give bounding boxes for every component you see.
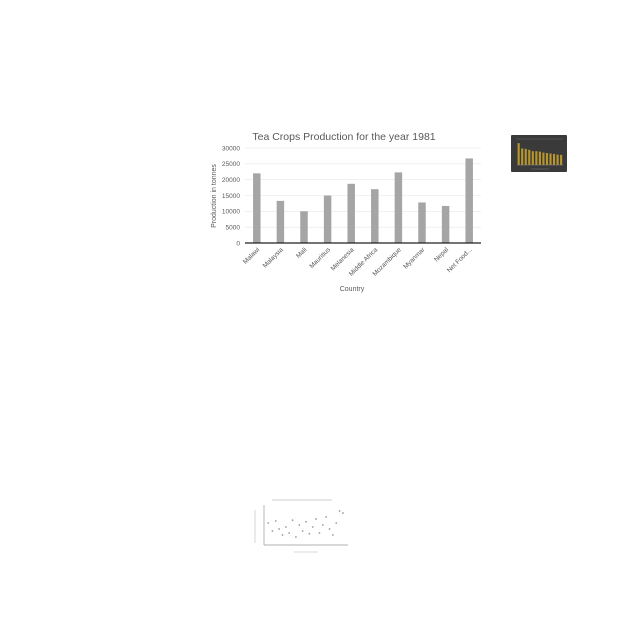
thumbnail-point (311, 526, 314, 528)
thumbnail-bar (538, 151, 541, 165)
thumbnail-bar (560, 154, 563, 165)
bar (276, 200, 285, 243)
thumbnail-bar (542, 152, 545, 165)
thumbnail-bar (528, 149, 531, 165)
y-axis-label: Production in tonnes (211, 164, 218, 228)
thumbnail-point (308, 532, 311, 535)
thumbnail-point (298, 524, 301, 526)
thumbnail-point (338, 510, 341, 512)
x-tick-label: Net Food... (446, 246, 474, 274)
x-tick-label: Myanmar (402, 246, 427, 271)
y-tick-label: 10000 (222, 209, 240, 216)
x-tick-label: Malaysia (262, 246, 285, 269)
thumbnail-point (267, 522, 270, 524)
thumbnail-bar (521, 148, 524, 165)
bars (253, 158, 473, 243)
y-tick-labels: 0 5000 10000 15000 20000 25000 30000 (222, 145, 240, 247)
thumbnail-point (321, 524, 324, 526)
y-tick-label: 5000 (226, 224, 241, 231)
bar (418, 202, 426, 243)
thumbnail-point (342, 512, 344, 514)
x-axis-label: Country (340, 286, 365, 293)
scatter-plot-thumbnail (250, 495, 352, 557)
gridlines (245, 147, 481, 228)
y-tick-label: 0 (236, 240, 240, 247)
thumbnail-point (271, 530, 274, 532)
thumbnail-point (288, 532, 291, 534)
thumbnail-bar (552, 153, 556, 165)
thumbnail-point (305, 520, 307, 523)
thumbnail-point (335, 522, 338, 524)
y-tick-label: 20000 (222, 177, 240, 184)
thumbnail-bar (549, 153, 552, 165)
thumbnail-point (295, 536, 297, 538)
thumbnail-point (274, 520, 277, 522)
thumbnail-bar (535, 151, 538, 165)
thumbnail-bar (531, 151, 534, 165)
thumbnail-point (325, 516, 328, 518)
x-tick-labels: Malawi Malaysia Mali MauritiusMelanesiaMidd… (242, 246, 474, 278)
thumbnail-point (281, 534, 284, 536)
y-tick-label: 30000 (222, 145, 240, 152)
thumbnail-point (291, 519, 294, 522)
bar (253, 173, 261, 243)
thumbnail-point (278, 528, 281, 530)
thumbnail-point (284, 526, 287, 528)
thumbnail-point (315, 518, 317, 520)
bar (371, 189, 379, 243)
bar (347, 183, 355, 243)
bar (323, 195, 332, 243)
bar (300, 211, 308, 243)
x-tick-label: Mali (295, 246, 308, 259)
thumbnail-point (301, 530, 304, 532)
x-tick-label: Malawi (242, 246, 261, 265)
thumbnail-bar (517, 143, 520, 165)
y-tick-label: 15000 (222, 193, 240, 200)
bar (394, 172, 403, 243)
thumbnail-point (318, 532, 321, 534)
x-tick-label: Mauritius (308, 246, 332, 270)
bar (441, 205, 450, 243)
y-tick-label: 25000 (222, 161, 240, 168)
thumbnail-bar (556, 154, 559, 165)
x-tick-label: Nepal (433, 246, 450, 263)
bar (465, 158, 473, 243)
dark-bar-chart-thumbnail (511, 135, 567, 172)
chart-title: Tea Crops Production for the year 1981 (252, 131, 435, 143)
thumbnail-bar (524, 148, 527, 165)
thumbnail-point (331, 534, 334, 536)
thumbnail-bar (545, 153, 549, 165)
thumbnail-point (328, 528, 331, 530)
